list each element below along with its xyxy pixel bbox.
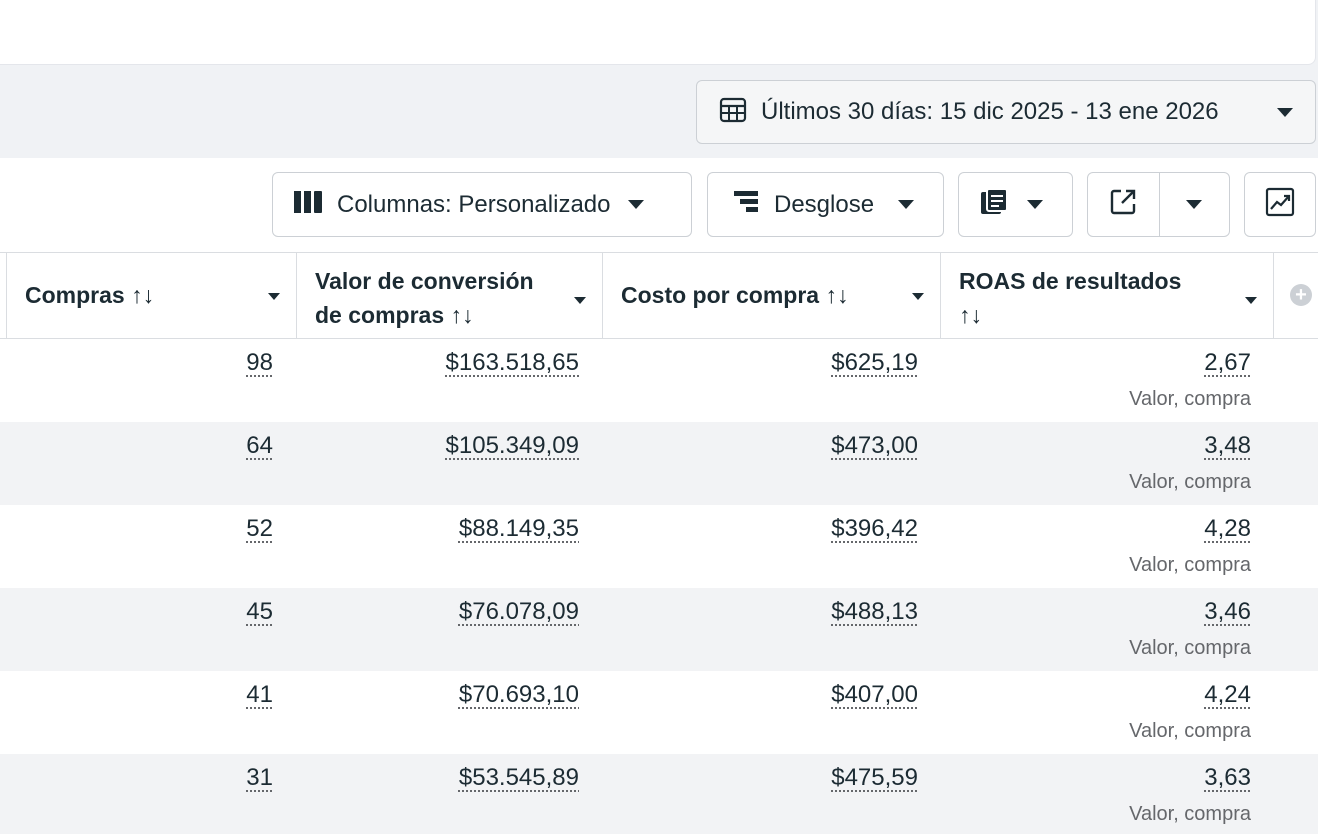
cell-roas[interactable]: 3,46 — [1204, 598, 1251, 625]
reports-icon — [979, 187, 1011, 222]
cell-valor[interactable]: $70.693,10 — [458, 681, 579, 708]
cell-costo[interactable]: $475,59 — [831, 764, 918, 791]
export-button-group — [1087, 172, 1230, 237]
cell-valor[interactable]: $105.349,09 — [445, 432, 579, 459]
chevron-down-icon[interactable] — [574, 297, 586, 304]
header-valor-line2: de compras ↑↓ — [315, 302, 474, 328]
header-valor-conversion[interactable]: Valor de conversión de compras ↑↓ — [296, 253, 602, 339]
cell-valor[interactable]: $53.545,89 — [458, 764, 579, 791]
cell-valor[interactable]: $88.149,35 — [458, 515, 579, 542]
header-costo-por-compra[interactable]: Costo por compra ↑↓ — [602, 253, 940, 339]
cell-roas[interactable]: 4,28 — [1204, 515, 1251, 542]
cell-valor[interactable]: $76.078,09 — [458, 598, 579, 625]
top-panel — [0, 0, 1316, 65]
cell-compras[interactable]: 41 — [246, 681, 273, 708]
table-row[interactable]: 98 $163.518,65 $625,19 2,67 Valor, compr… — [0, 339, 1318, 422]
header-roas[interactable]: ROAS de resultados ↑↓ — [940, 253, 1273, 339]
table-row[interactable]: 45 $76.078,09 $488,13 3,46 Valor, compra — [0, 588, 1318, 671]
date-range-button[interactable]: Últimos 30 días: 15 dic 2025 - 13 ene 20… — [696, 80, 1316, 144]
header-roas-line1: ROAS de resultados — [959, 268, 1182, 294]
header-valor-line1: Valor de conversión — [315, 268, 534, 294]
cell-roas-sub: Valor, compra — [1129, 720, 1251, 742]
chevron-down-icon[interactable] — [1245, 297, 1257, 304]
add-column-icon[interactable]: + — [1290, 284, 1312, 306]
header-compras-label: Compras ↑↓ — [25, 282, 155, 308]
cell-costo[interactable]: $407,00 — [831, 681, 918, 708]
chevron-down-icon — [1277, 107, 1293, 117]
cell-roas-sub: Valor, compra — [1129, 637, 1251, 659]
chart-button[interactable] — [1244, 172, 1316, 237]
calendar-grid-icon — [719, 96, 747, 129]
export-dropdown-button[interactable] — [1160, 173, 1230, 236]
chevron-down-icon — [898, 200, 915, 209]
cell-compras[interactable]: 52 — [246, 515, 273, 542]
cell-costo[interactable]: $625,19 — [831, 349, 918, 376]
chart-trend-icon — [1265, 187, 1295, 222]
cell-roas[interactable]: 4,24 — [1204, 681, 1251, 708]
cell-roas-sub: Valor, compra — [1129, 554, 1251, 576]
cell-compras[interactable]: 31 — [246, 764, 273, 791]
reports-button[interactable] — [958, 172, 1073, 237]
export-button[interactable] — [1088, 173, 1160, 236]
breakdown-label: Desglose — [774, 190, 875, 218]
breakdown-button[interactable]: Desglose — [707, 172, 944, 237]
cell-roas-sub: Valor, compra — [1129, 388, 1251, 410]
breakdown-icon — [732, 189, 760, 220]
header-compras[interactable]: Compras ↑↓ — [6, 253, 296, 339]
cell-costo[interactable]: $396,42 — [831, 515, 918, 542]
cell-compras[interactable]: 45 — [246, 598, 273, 625]
columns-button[interactable]: Columnas: Personalizado — [272, 172, 692, 237]
cell-costo[interactable]: $473,00 — [831, 432, 918, 459]
chevron-down-icon[interactable] — [268, 293, 280, 300]
chevron-down-icon — [1186, 200, 1203, 209]
columns-label: Columnas: Personalizado — [337, 190, 611, 218]
chevron-down-icon[interactable] — [912, 293, 924, 300]
table-row[interactable]: 52 $88.149,35 $396,42 4,28 Valor, compra — [0, 505, 1318, 588]
table-row[interactable]: 31 $53.545,89 $475,59 3,63 Valor, compra — [0, 754, 1318, 834]
date-range-label: Últimos 30 días: 15 dic 2025 - 13 ene 20… — [761, 98, 1219, 125]
cell-valor[interactable]: $163.518,65 — [445, 349, 579, 376]
cell-roas-sub: Valor, compra — [1129, 471, 1251, 493]
cell-roas[interactable]: 3,48 — [1204, 432, 1251, 459]
cell-compras[interactable]: 98 — [246, 349, 273, 376]
table-row[interactable]: 64 $105.349,09 $473,00 3,48 Valor, compr… — [0, 422, 1318, 505]
cell-compras[interactable]: 64 — [246, 432, 273, 459]
export-icon — [1109, 188, 1137, 221]
cell-roas[interactable]: 2,67 — [1204, 349, 1251, 376]
cell-costo[interactable]: $488,13 — [831, 598, 918, 625]
columns-icon — [293, 189, 323, 220]
chevron-down-icon — [1027, 200, 1043, 209]
table-row[interactable]: 41 $70.693,10 $407,00 4,24 Valor, compra — [0, 671, 1318, 754]
header-roas-line2: ↑↓ — [959, 302, 982, 328]
header-add-column — [1273, 253, 1318, 339]
cell-roas[interactable]: 3,63 — [1204, 764, 1251, 791]
header-costo-label: Costo por compra ↑↓ — [621, 282, 849, 308]
cell-roas-sub: Valor, compra — [1129, 803, 1251, 825]
chevron-down-icon — [628, 200, 645, 209]
table-header-row: Compras ↑↓ Valor de conversión de compra… — [0, 253, 1318, 339]
